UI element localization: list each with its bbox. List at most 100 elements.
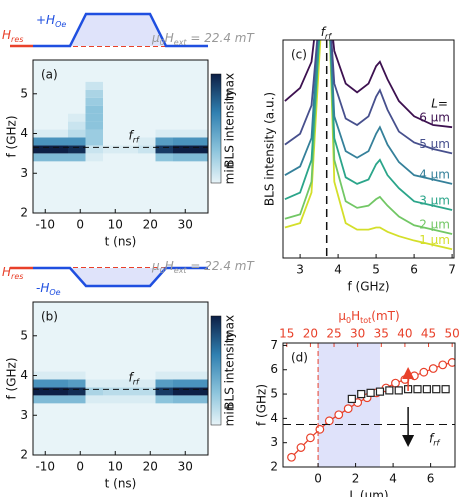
- heatmap-cell: [68, 97, 86, 106]
- heatmap-cell: [155, 121, 173, 130]
- heatmap-cell: [103, 355, 121, 364]
- heatmap-cell: [85, 105, 103, 114]
- label-part: res: [11, 35, 23, 44]
- heatmap-cell: [68, 121, 86, 130]
- x-tick-label: 0: [76, 460, 84, 474]
- x2-tick-label: 50: [445, 327, 460, 341]
- heatmap-cell: [120, 387, 138, 396]
- heatmap-cell: [173, 81, 191, 90]
- point: [428, 364, 438, 373]
- heatmap-cell: [85, 347, 103, 356]
- heatmap-cell: [173, 113, 191, 122]
- heatmap-cell: [173, 89, 191, 98]
- label-part: = 22.4 mT: [187, 31, 256, 45]
- heatmap-cell: [68, 379, 86, 388]
- label-part: f: [129, 128, 135, 142]
- heatmap-cell: [50, 323, 68, 332]
- heatmap-cell: [190, 347, 208, 356]
- heatmap-cell: [33, 339, 51, 348]
- x-tick-label: 4: [334, 263, 342, 277]
- axes-frame: [32, 59, 209, 214]
- label-part: rf: [133, 135, 140, 144]
- heatmap-cell: [155, 129, 173, 138]
- pulse: [33, 12, 208, 48]
- heatmap-cell: [173, 323, 191, 332]
- heatmap-cell: [138, 105, 156, 114]
- heatmap-cell: [50, 97, 68, 106]
- y-tick-label: 4: [20, 368, 28, 382]
- heatmap-cell: [120, 363, 138, 372]
- pulse-fill: [70, 268, 166, 286]
- heatmap-cell: [68, 137, 86, 146]
- colorbar-label: BLS intensity: [223, 89, 237, 167]
- x2-tick-label: 30: [350, 327, 365, 341]
- heatmap-cell: [85, 81, 103, 90]
- label-part: f: [321, 25, 327, 39]
- heatmap-cell: [138, 347, 156, 356]
- heatmap-cell: [68, 129, 86, 138]
- label-part: ext: [174, 266, 188, 275]
- base-field-label: Hres: [2, 28, 23, 45]
- label-part: tot: [360, 316, 371, 325]
- heatmap-cell: [33, 129, 51, 138]
- heatmap-cell: [138, 89, 156, 98]
- heatmap-cell: [155, 395, 173, 404]
- heatmap-cell: [50, 395, 68, 404]
- heatmap-cell: [50, 331, 68, 340]
- label-part: res: [11, 272, 23, 281]
- heatmap-cell: [138, 145, 156, 154]
- heatmap-cell: [33, 97, 51, 106]
- heatmap-cell: [68, 347, 86, 356]
- point: [287, 452, 296, 462]
- heatmap-cell: [68, 113, 86, 122]
- point: [419, 367, 429, 377]
- heatmap-cell: [190, 129, 208, 138]
- y-tick-label: 2: [20, 448, 28, 462]
- heatmap-cell: [120, 129, 138, 138]
- heatmap-cell: [173, 387, 191, 396]
- heatmap-cell: [138, 331, 156, 340]
- heatmap-cell: [120, 395, 138, 404]
- heatmap-cell: [50, 113, 68, 122]
- label-part: (mT): [371, 309, 399, 323]
- heatmap-cell: [50, 137, 68, 146]
- heatmap-cell: [120, 153, 138, 162]
- heatmap-cell: [190, 379, 208, 388]
- x2-axis-label: μ0Htot(mT): [338, 309, 399, 326]
- heatmap-cell: [68, 339, 86, 348]
- heatmap-cell: [120, 97, 138, 106]
- heatmap-cell: [85, 89, 103, 98]
- heatmap-cell: [190, 137, 208, 146]
- x-tick-label: -10: [35, 460, 55, 474]
- label-part: 0: [160, 266, 165, 275]
- y-axis-label: BLS intensity (a.u.): [263, 92, 277, 206]
- legend-entry: 1 μm: [419, 233, 450, 247]
- heatmap-cell: [173, 355, 191, 364]
- colorbar: [210, 315, 222, 426]
- heatmap-cell: [50, 347, 68, 356]
- label-part: rf: [325, 32, 332, 41]
- x-axis-label: t (ns): [105, 235, 137, 249]
- y-tick-label: 7: [270, 338, 278, 352]
- point: [334, 410, 344, 420]
- heatmap-cell: [33, 121, 51, 130]
- x-axis-label: f (GHz): [347, 280, 389, 294]
- plot-area: [33, 302, 208, 455]
- x-tick-label: -10: [35, 218, 55, 232]
- heatmap-cell: [120, 137, 138, 146]
- spectrum-line: [284, 40, 453, 211]
- y-tick-label: 5: [20, 328, 28, 342]
- heatmap-cell: [103, 371, 121, 380]
- heatmap-cell: [190, 387, 208, 396]
- heatmap-cell: [103, 137, 121, 146]
- heatmap-cell: [190, 395, 208, 404]
- label-part: μ: [338, 309, 346, 323]
- heatmap-cell: [155, 323, 173, 332]
- heatmap-cell: [173, 339, 191, 348]
- point: [409, 371, 419, 381]
- rf-label: frf: [429, 431, 441, 448]
- y-axis-label: f (GHz): [5, 357, 19, 399]
- heatmap-cell: [85, 323, 103, 332]
- point: [394, 386, 403, 395]
